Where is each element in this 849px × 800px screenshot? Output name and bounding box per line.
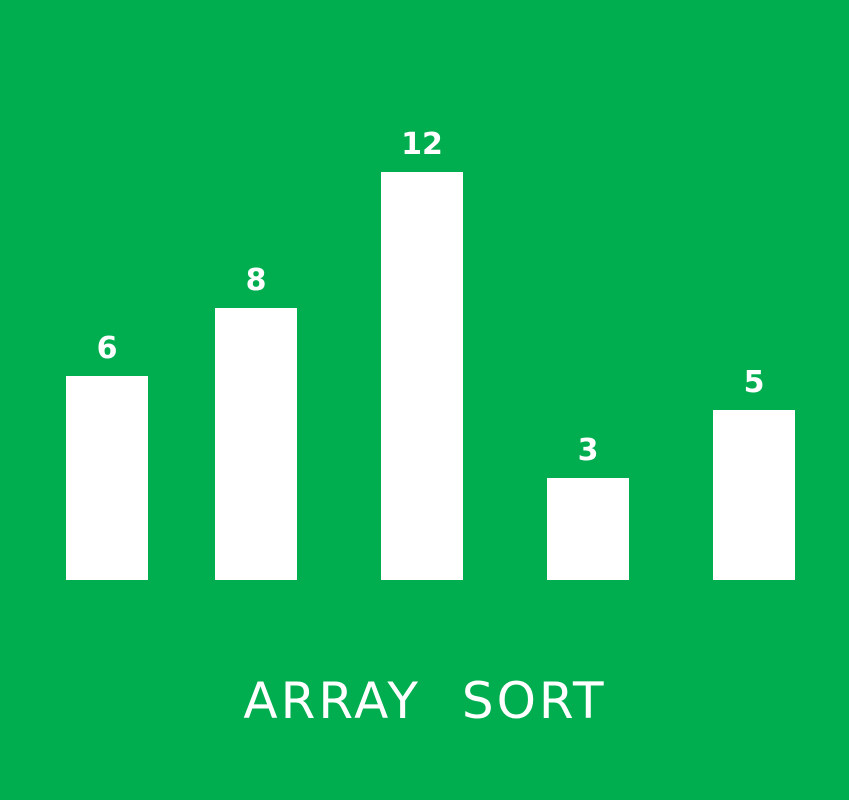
bar — [547, 478, 629, 580]
bar — [381, 172, 463, 580]
value-label: 6 — [97, 331, 118, 366]
value-label: 8 — [246, 263, 267, 298]
chart-title: ARRAY SORT — [243, 672, 606, 730]
bar — [713, 410, 795, 580]
bar — [66, 376, 148, 580]
bar — [215, 308, 297, 580]
value-label: 12 — [401, 127, 443, 162]
value-label: 5 — [744, 365, 765, 400]
value-label: 3 — [578, 433, 599, 468]
